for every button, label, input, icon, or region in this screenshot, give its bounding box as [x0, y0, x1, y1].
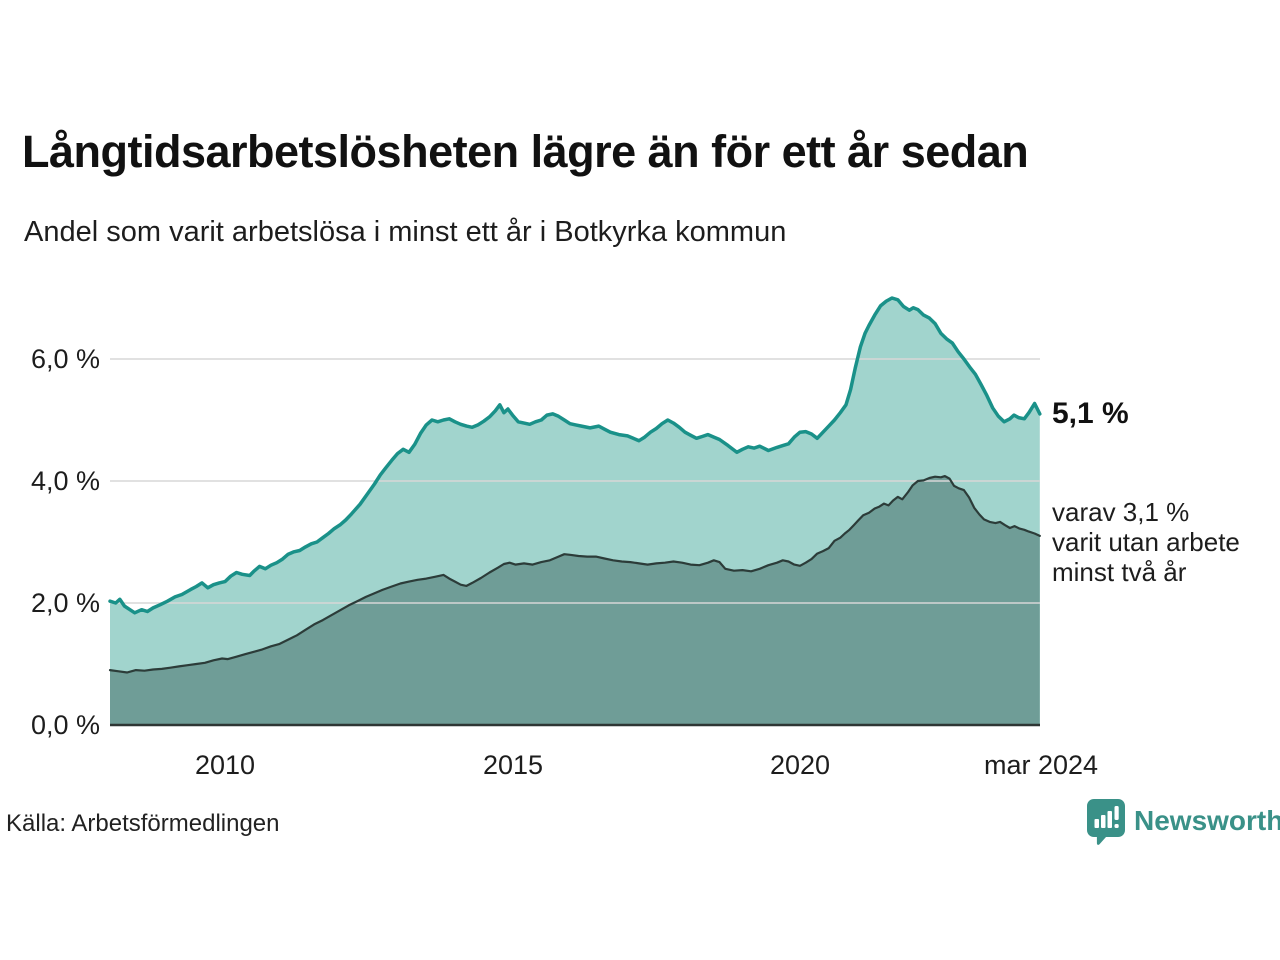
newsworthy-logo: Newsworthy	[1086, 798, 1280, 846]
y-tick-2: 2,0 %	[30, 588, 100, 618]
x-tick-2015: 2015	[482, 750, 544, 780]
brand-name: Newsworthy	[1134, 805, 1280, 836]
latest-total-annotation: 5,1 %	[1052, 397, 1129, 430]
area-fill-minst-tva-ar	[110, 476, 1040, 725]
newsworthy-speech-bubble-bar-chart-icon	[1087, 799, 1125, 845]
page-subtitle: Andel som varit arbetslösa i minst ett å…	[24, 216, 787, 248]
y-tick-6: 6,0 %	[30, 344, 100, 374]
line-minst-tva-ar	[108, 475, 1041, 674]
source-text: Källa: Arbetsförmedlingen	[6, 810, 280, 837]
x-tick-2010: 2010	[194, 750, 256, 780]
line-minst-ett-ar	[108, 296, 1042, 615]
y-tick-4: 4,0 %	[30, 466, 100, 496]
x-tick-2020: 2020	[769, 750, 831, 780]
latest-breakdown-annotation: varav 3,1 % varit utan arbete minst två …	[1052, 497, 1240, 587]
y-tick-0: 0,0 %	[30, 710, 100, 740]
page-title: Långtidsarbetslösheten lägre än för ett …	[22, 126, 1029, 177]
x-tick-mar-2024: mar 2024	[983, 750, 1099, 780]
